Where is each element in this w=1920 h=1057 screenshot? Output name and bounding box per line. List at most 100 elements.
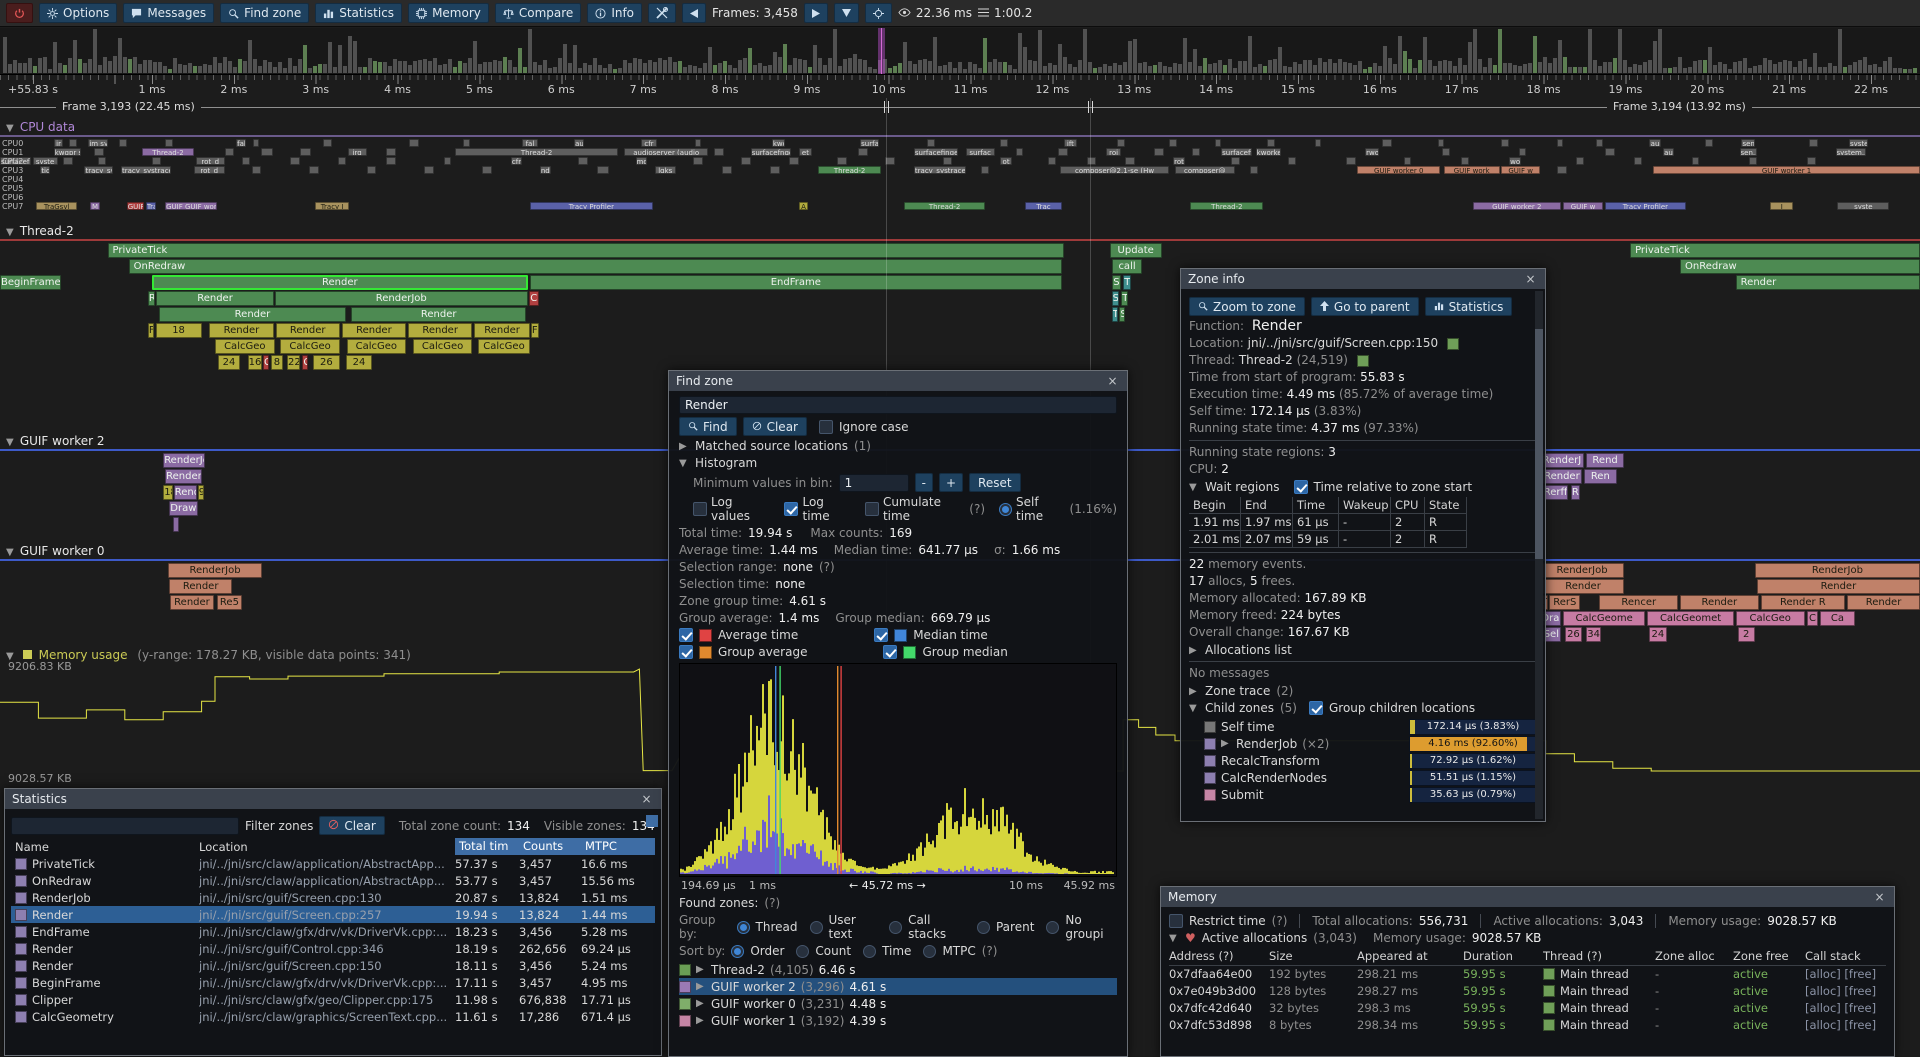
zone-bar[interactable]: PrivateTick: [108, 243, 1064, 258]
wait-column-header[interactable]: CPU: [1391, 497, 1425, 514]
frame-bar[interactable]: [173, 58, 177, 73]
zone-bar[interactable]: Render: [351, 307, 526, 322]
frame-dropdown-button[interactable]: [834, 3, 859, 23]
frame-bar[interactable]: [1143, 62, 1147, 73]
frame-bar[interactable]: [1238, 61, 1242, 73]
frame-bar[interactable]: [1148, 66, 1152, 73]
frame-bar[interactable]: [613, 69, 617, 73]
zone-bar[interactable]: Render: [1542, 469, 1582, 484]
cpu-zone[interactable]: [1461, 157, 1469, 165]
table-row[interactable]: Renderjni/../jni/src/guif/Screen.cpp:150…: [11, 957, 655, 974]
cpu-zone[interactable]: Tracy Profiler: [1605, 202, 1686, 210]
cpu-zone[interactable]: [444, 157, 452, 165]
column-header[interactable]: Zone alloc: [1655, 948, 1733, 966]
frame-bar[interactable]: [1058, 44, 1062, 73]
frame-bar[interactable]: [1088, 62, 1092, 73]
frame-bar[interactable]: [1763, 58, 1767, 73]
frame-bar[interactable]: [858, 59, 862, 73]
frame-bar[interactable]: [1163, 66, 1167, 73]
frame-bar[interactable]: [338, 45, 342, 73]
cpu-zone[interactable]: md: [636, 157, 648, 165]
frame-bar[interactable]: [1678, 57, 1682, 73]
cpu-zone[interactable]: [789, 157, 799, 165]
zone-bar[interactable]: call: [1112, 259, 1143, 274]
cpu-zone[interactable]: rwork: [1365, 148, 1378, 156]
frame-bar[interactable]: [278, 62, 282, 73]
frame-bar[interactable]: [1118, 65, 1122, 73]
cpu-data-section-header[interactable]: ▼ CPU data: [6, 120, 75, 134]
cpu-zone[interactable]: [386, 157, 396, 165]
frame-bar[interactable]: [1658, 29, 1662, 73]
frame-bar[interactable]: [1103, 64, 1107, 73]
frame-bar[interactable]: [993, 59, 997, 73]
close-icon[interactable]: ×: [639, 792, 654, 806]
frame-bar[interactable]: [1798, 61, 1802, 73]
cpu-zone[interactable]: [1250, 166, 1258, 174]
column-header[interactable]: Call stack: [1805, 948, 1886, 966]
frame-bar[interactable]: [1068, 64, 1072, 73]
frame-bar[interactable]: [983, 38, 987, 73]
clear-filter-button[interactable]: Clear: [319, 816, 384, 835]
frame-bar[interactable]: [538, 65, 542, 73]
zoom-to-zone-button[interactable]: Zoom to zone: [1189, 297, 1305, 316]
cpu-zone[interactable]: sen..si: [1741, 139, 1754, 147]
frame-bar[interactable]: [1538, 62, 1542, 73]
frame-bar[interactable]: [1463, 65, 1467, 73]
cpu-zone[interactable]: surfac: [966, 148, 995, 156]
frame-bar[interactable]: [358, 67, 362, 73]
time-relative-checkbox[interactable]: [1294, 480, 1308, 494]
cpu-zone[interactable]: [1404, 157, 1412, 165]
frame-bar[interactable]: [623, 60, 627, 73]
frame-bar[interactable]: [833, 29, 837, 73]
close-icon[interactable]: ×: [1105, 374, 1120, 388]
info-button[interactable]: Info: [587, 3, 642, 23]
cpu-zone[interactable]: [98, 157, 106, 165]
cpu-zone[interactable]: surfacefinger: [914, 148, 958, 156]
zone-bar[interactable]: Render: [170, 595, 214, 610]
column-header[interactable]: Zone free: [1733, 948, 1805, 966]
frame-bar[interactable]: [1213, 63, 1217, 73]
cpu-zone[interactable]: Tracy I: [315, 202, 350, 210]
frame-bar[interactable]: [713, 65, 717, 73]
frame-bar[interactable]: [503, 57, 507, 73]
frame-bar[interactable]: [143, 60, 147, 73]
frame-bar[interactable]: [1578, 67, 1582, 73]
frame-bar[interactable]: [1168, 67, 1172, 73]
wait-column-header[interactable]: End: [1241, 497, 1293, 514]
zone-bar[interactable]: RenderJob: [1540, 563, 1624, 578]
cpu-zone[interactable]: I: [1770, 202, 1793, 210]
cpu-zone[interactable]: [463, 139, 471, 147]
frame-bar[interactable]: [233, 67, 237, 73]
frame-bar[interactable]: [573, 45, 577, 73]
frame-bar[interactable]: [1128, 41, 1132, 73]
frame-bar[interactable]: [698, 68, 702, 73]
frame-bar[interactable]: [743, 58, 747, 73]
cpu-zone[interactable]: [69, 139, 77, 147]
frame-bar[interactable]: [1738, 61, 1742, 73]
frame-bar[interactable]: [88, 59, 92, 73]
frame-bar[interactable]: [1423, 37, 1427, 73]
frame-bar[interactable]: [1028, 60, 1032, 73]
frame-bar[interactable]: [928, 61, 932, 73]
frame-bar[interactable]: [643, 63, 647, 73]
zone-bar[interactable]: Rencer: [1599, 595, 1678, 610]
frame-bar[interactable]: [1373, 63, 1377, 73]
cpu-zone[interactable]: kwgpr sy: [54, 148, 81, 156]
options-button[interactable]: Options: [39, 3, 117, 23]
zone-bar[interactable]: CalcGeo: [478, 339, 530, 354]
frame-bar[interactable]: [1153, 65, 1157, 73]
zone-bar[interactable]: Ren: [1584, 469, 1617, 484]
frame-bar[interactable]: [123, 57, 127, 73]
zone-bar[interactable]: Render: [1847, 595, 1920, 610]
cpu-zone[interactable]: [1807, 157, 1817, 165]
frame-bar[interactable]: [1388, 58, 1392, 73]
frame-bar[interactable]: [228, 61, 232, 73]
frame-bar[interactable]: [1878, 67, 1882, 73]
frame-bar[interactable]: [1758, 65, 1762, 73]
child-zones-section[interactable]: ▼ Child zones(5) Group children location…: [1189, 701, 1537, 715]
frame-bar[interactable]: [848, 58, 852, 73]
frame-bar[interactable]: [488, 62, 492, 73]
cpu-zone[interactable]: [1048, 157, 1056, 165]
cpu-zone[interactable]: kwoi: [772, 139, 785, 147]
column-header-total-time[interactable]: Total tim: [455, 838, 519, 855]
